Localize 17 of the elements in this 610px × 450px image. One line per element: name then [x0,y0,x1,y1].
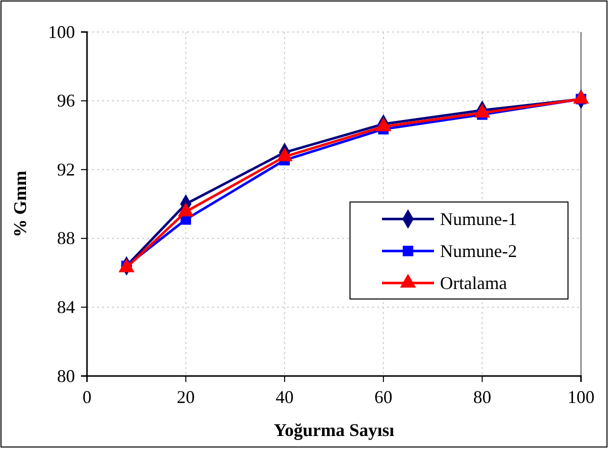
y-tick-label: 100 [48,22,75,42]
x-tick-label: 0 [82,386,92,407]
y-tick-label: 80 [57,366,75,386]
x-tick-label: 60 [374,386,392,407]
legend-label: Numune-2 [440,241,517,261]
y-tick-label: 92 [57,159,75,180]
y-tick-label: 88 [57,228,75,248]
x-tick-label: 100 [568,386,594,407]
x-tick-label: 40 [276,386,294,407]
x-tick-label: 80 [473,386,492,407]
y-axis-title: % Gmm [10,170,30,238]
legend-label: Numune-1 [440,209,517,229]
x-tick-label: 20 [176,386,195,407]
legend-label: Ortalama [440,273,507,293]
x-axis-title: Yoğurma Sayısı [274,420,394,440]
y-tick-label: 96 [57,90,75,111]
y-tick-label: 84 [57,296,75,317]
